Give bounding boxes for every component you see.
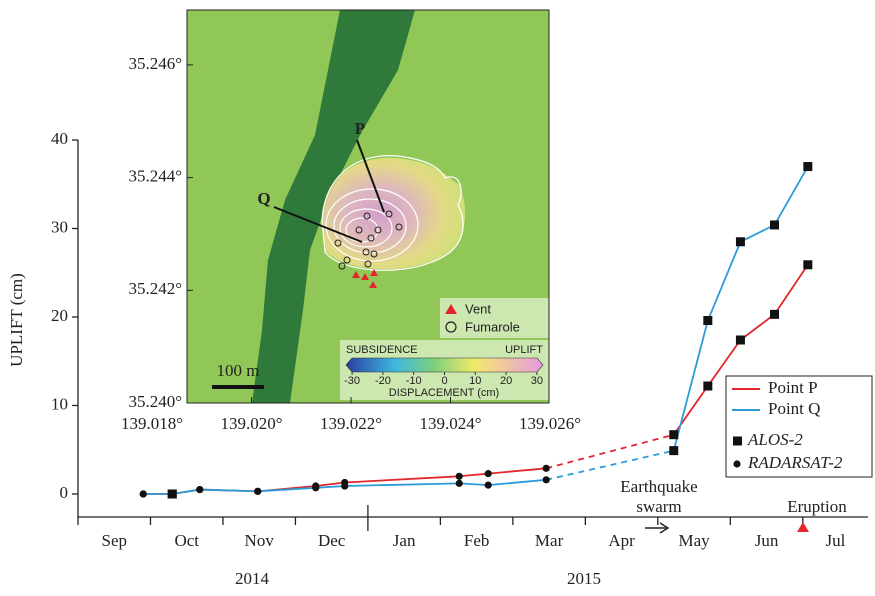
colorbar-tick-label: -30 bbox=[344, 375, 360, 387]
x-tick-label: Nov bbox=[245, 531, 275, 550]
y-tick-label: 20 bbox=[51, 306, 68, 325]
square-marker bbox=[803, 162, 812, 171]
colorbar-tick-label: 30 bbox=[531, 375, 543, 387]
line-segment bbox=[546, 435, 674, 469]
square-marker bbox=[803, 260, 812, 269]
square-marker bbox=[669, 430, 678, 439]
inset-map: P Q Vent Fumarole SUBSIDENCE UPLIFT DISP… bbox=[121, 10, 581, 433]
circle-marker bbox=[543, 465, 550, 472]
point-label: P bbox=[355, 119, 365, 138]
y-tick-label: 30 bbox=[51, 217, 68, 236]
line-segment bbox=[775, 167, 808, 225]
x-tick-label: Dec bbox=[318, 531, 346, 550]
square-marker bbox=[736, 336, 745, 345]
circle-marker bbox=[341, 482, 348, 489]
circle-marker bbox=[456, 473, 463, 480]
lat-tick-label: 35.244° bbox=[128, 167, 182, 186]
square-marker bbox=[168, 489, 177, 498]
circle-marker bbox=[312, 484, 319, 491]
year-label: 2015 bbox=[567, 569, 601, 588]
line-segment bbox=[775, 265, 808, 315]
colorbar-tick-label: 10 bbox=[469, 375, 481, 387]
lon-tick-label: 139.022° bbox=[320, 414, 382, 433]
legend-label: RADARSAT-2 bbox=[747, 453, 843, 472]
x-tick-label: May bbox=[678, 531, 710, 550]
line-segment bbox=[708, 242, 741, 321]
line-segment bbox=[459, 483, 488, 485]
x-tick-label: Apr bbox=[608, 531, 635, 550]
legend-label: Point P bbox=[768, 378, 818, 397]
colorbar-tick-label: 0 bbox=[441, 375, 447, 387]
x-tick-label: Feb bbox=[464, 531, 490, 550]
circle-marker bbox=[485, 482, 492, 489]
y-axis-title: UPLIFT (cm) bbox=[7, 273, 26, 367]
lon-tick-label: 139.018° bbox=[121, 414, 183, 433]
circle-marker bbox=[456, 480, 463, 487]
square-marker bbox=[736, 237, 745, 246]
annotation: swarm bbox=[636, 497, 681, 516]
x-tick-label: Oct bbox=[174, 531, 199, 550]
line-segment bbox=[345, 476, 460, 482]
line-segment bbox=[488, 468, 546, 473]
map-legend-label: Fumarole bbox=[465, 319, 520, 334]
legend-marker bbox=[733, 437, 742, 446]
circle-marker bbox=[254, 488, 261, 495]
x-tick-label: Jul bbox=[825, 531, 845, 550]
line-segment bbox=[488, 480, 546, 485]
colorbar-tick-label: 20 bbox=[500, 375, 512, 387]
x-tick-label: Jun bbox=[755, 531, 779, 550]
lat-tick-label: 35.242° bbox=[128, 279, 182, 298]
legend-label: Point Q bbox=[768, 399, 820, 418]
square-marker bbox=[703, 382, 712, 391]
eruption-marker bbox=[797, 522, 809, 532]
x-tick-label: Sep bbox=[101, 531, 127, 550]
y-tick-label: 10 bbox=[51, 394, 68, 413]
y-tick-label: 0 bbox=[60, 483, 69, 502]
x-tick-label: Jan bbox=[393, 531, 416, 550]
lat-tick-label: 35.246° bbox=[128, 54, 182, 73]
line-segment bbox=[200, 490, 258, 492]
line-segment bbox=[459, 474, 488, 477]
colorbar-tick-label: -20 bbox=[375, 375, 391, 387]
lon-tick-label: 139.026° bbox=[519, 414, 581, 433]
point-label: Q bbox=[257, 189, 270, 208]
circle-marker bbox=[543, 476, 550, 483]
circle-marker bbox=[140, 490, 147, 497]
square-marker bbox=[703, 316, 712, 325]
line-segment bbox=[345, 483, 460, 486]
colorbar-tick-label: -10 bbox=[406, 375, 422, 387]
scale-bar-label: 100 m bbox=[217, 361, 260, 380]
line-segment bbox=[740, 314, 774, 340]
lon-tick-label: 139.020° bbox=[220, 414, 282, 433]
square-marker bbox=[770, 310, 779, 319]
chart: UPLIFT (cm) 0 10 20 30 40 Sep Oct Nov Dec Jan Feb M… bbox=[0, 0, 875, 596]
lat-tick-label: 35.240° bbox=[128, 392, 182, 411]
lon-tick-label: 139.024° bbox=[419, 414, 481, 433]
line-segment bbox=[546, 451, 674, 480]
legend-label: ALOS-2 bbox=[747, 430, 803, 449]
legend-marker bbox=[733, 460, 740, 467]
circle-marker bbox=[485, 470, 492, 477]
line-segment bbox=[740, 225, 774, 242]
circle-marker bbox=[196, 486, 203, 493]
uplift-area bbox=[322, 158, 465, 269]
year-label: 2014 bbox=[235, 569, 270, 588]
annotation: Earthquake bbox=[620, 477, 697, 496]
map-legend-label: Vent bbox=[465, 301, 491, 316]
colorbar-left: SUBSIDENCE bbox=[346, 344, 418, 356]
x-tick-label: Mar bbox=[535, 531, 564, 550]
colorbar-title: DISPLACEMENT (cm) bbox=[389, 387, 499, 399]
colorbar-right: UPLIFT bbox=[505, 344, 543, 356]
colorbar bbox=[346, 358, 543, 372]
line-segment bbox=[674, 386, 708, 435]
y-tick-label: 40 bbox=[51, 129, 68, 148]
annotation: Eruption bbox=[787, 497, 847, 516]
square-marker bbox=[770, 220, 779, 229]
square-marker bbox=[669, 446, 678, 455]
line-segment bbox=[674, 321, 708, 451]
